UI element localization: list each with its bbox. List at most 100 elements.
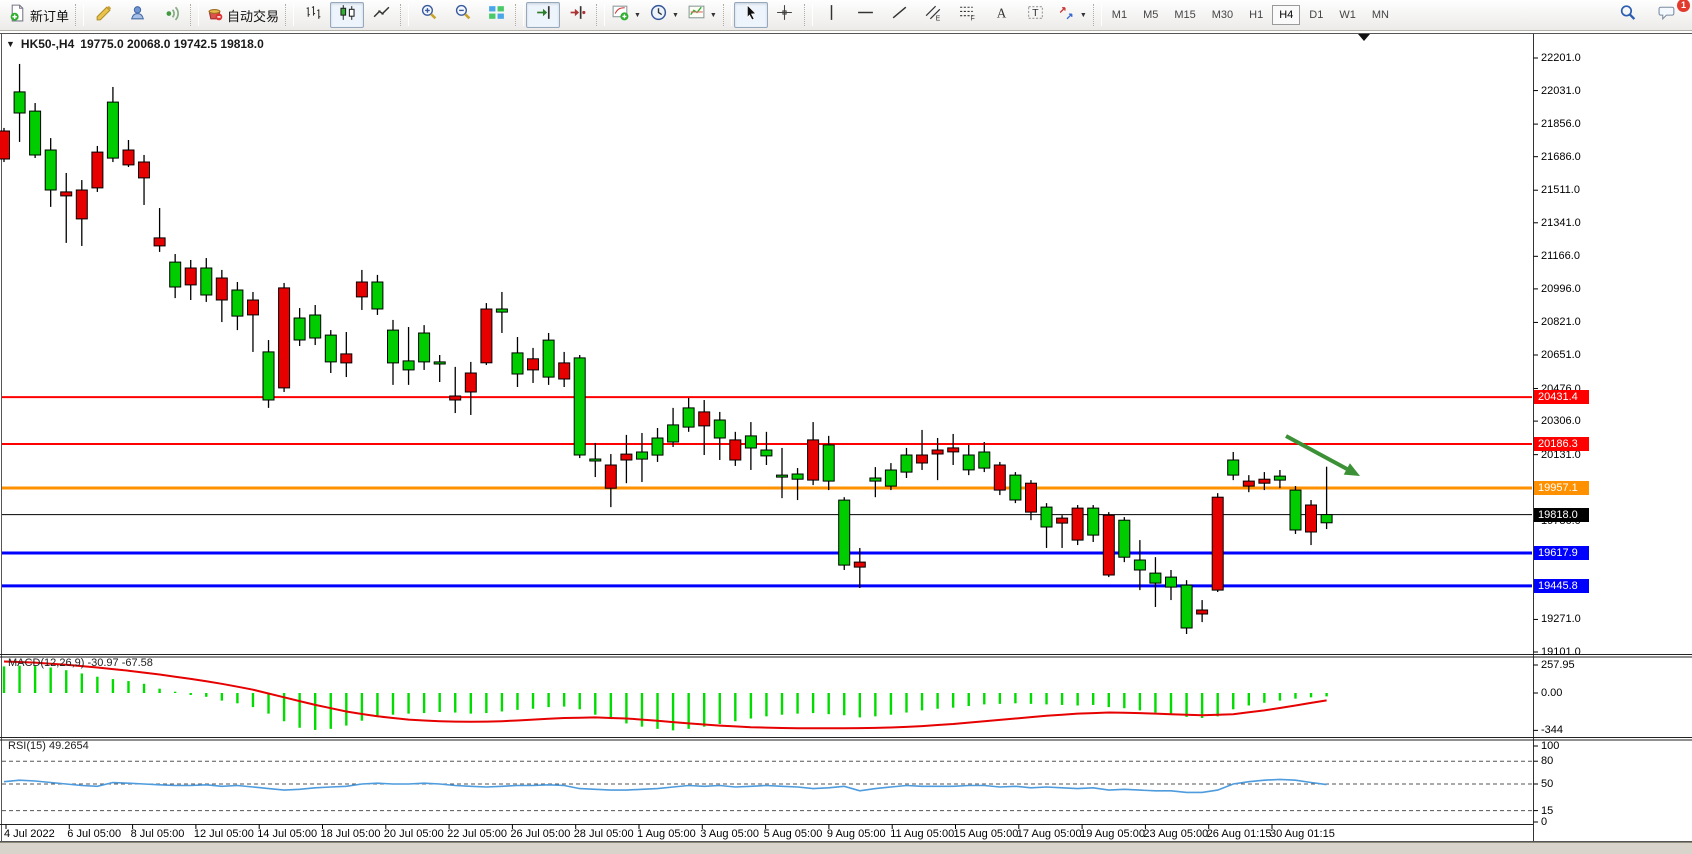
vertical-line-button[interactable] — [815, 2, 849, 28]
price-axis-tick: 20821.0 — [1541, 316, 1581, 329]
horizontal-line-icon — [856, 3, 875, 27]
indicators-icon — [611, 3, 630, 27]
toolbar-separator — [1092, 4, 1102, 26]
tile-windows-icon — [487, 3, 506, 27]
chart-bars-button[interactable] — [296, 2, 330, 28]
trendline-button[interactable] — [883, 2, 917, 28]
price-axis-tick: 20131.0 — [1541, 448, 1581, 461]
vertical-line-icon — [822, 3, 841, 27]
equidistant-channel-button[interactable]: E — [917, 2, 951, 28]
time-axis-label: 1 Aug 05:00 — [637, 828, 696, 840]
price-axis-tick: 20996.0 — [1541, 282, 1581, 295]
macd-axis-tick: -344 — [1541, 724, 1564, 737]
new-order-button[interactable]: 新订单 — [4, 2, 73, 28]
toolbar-separator — [400, 4, 410, 26]
cursor-icon — [741, 3, 760, 27]
fibonacci-button[interactable]: F — [951, 2, 985, 28]
horizontal-line-button[interactable] — [849, 2, 883, 28]
timeframe-mn-button[interactable]: MN — [1371, 9, 1389, 21]
cursor-button[interactable] — [733, 2, 768, 28]
price-axis-tick: 19101.0 — [1541, 646, 1581, 658]
chart-shift-button[interactable] — [560, 2, 594, 28]
time-axis-label: 26 Jul 05:00 — [510, 828, 571, 840]
macd-indicator-label: MACD(12,26,9) -30.97 -67.58 — [8, 657, 153, 669]
profile-icon — [128, 3, 147, 27]
zoom-out-button[interactable] — [445, 2, 479, 28]
indicators-button[interactable]: ▼ — [607, 2, 645, 28]
crosshair-button[interactable] — [768, 2, 802, 28]
time-axis-label: 17 Aug 05:00 — [1016, 828, 1082, 840]
zoom-in-icon — [419, 3, 438, 27]
zoom-in-button[interactable] — [411, 2, 445, 28]
text-label-button[interactable]: T — [1019, 2, 1053, 28]
price-axis-tick: 21511.0 — [1541, 184, 1580, 197]
price-level-badge: 19445.8 — [1534, 578, 1589, 593]
search-button[interactable] — [1610, 2, 1644, 28]
chart-ohlc-values: 19775.0 20068.0 19742.5 19818.0 — [80, 37, 264, 51]
templates-button[interactable]: ▼ — [683, 2, 721, 28]
chart-canvas[interactable] — [2, 34, 1532, 654]
time-axis-label: 22 Jul 05:00 — [447, 828, 508, 840]
rsi-axis-tick: 0 — [1541, 816, 1548, 828]
time-axis-label: 19 Aug 05:00 — [1080, 828, 1145, 840]
text-icon: A — [992, 3, 1011, 27]
toolbar-separator — [722, 4, 732, 26]
timeframe-m30-button[interactable]: M30 — [1211, 9, 1234, 21]
price-axis-tick: 20651.0 — [1541, 349, 1581, 361]
time-axis-label: 5 Aug 05:00 — [763, 828, 823, 840]
chart-title: ▼ HK50-,H4 19775.0 20068.0 19742.5 19818… — [6, 37, 264, 51]
auto-scroll-button[interactable] — [526, 2, 561, 28]
arrows-button[interactable]: ▼ — [1053, 2, 1091, 28]
chat-button[interactable] — [1650, 2, 1684, 28]
toolbar-separator — [285, 4, 295, 26]
new-order-icon — [8, 3, 27, 27]
chart-line-button[interactable] — [364, 2, 398, 28]
zoom-out-icon — [453, 3, 472, 27]
arrows-dropdown-caret[interactable]: ▼ — [1079, 11, 1087, 19]
arrows-icon — [1057, 3, 1076, 27]
macd-axis-tick: 0.00 — [1541, 687, 1563, 699]
price-level-badge: 19617.9 — [1534, 545, 1589, 560]
periods-dropdown-caret[interactable]: ▼ — [671, 11, 679, 19]
price-axis-tick: 21856.0 — [1541, 118, 1581, 131]
chart-line-icon — [372, 3, 391, 27]
timeframe-h4-button[interactable]: H4 — [1272, 5, 1301, 25]
periods-button[interactable]: ▼ — [645, 2, 683, 28]
toolbar-separator — [596, 4, 606, 26]
broadcast-button[interactable] — [154, 2, 188, 28]
time-axis-label: 20 Jul 05:00 — [383, 828, 444, 840]
price-axis-tick: 22201.0 — [1541, 52, 1581, 64]
periods-icon — [649, 3, 668, 27]
price-level-badge: 19818.0 — [1534, 507, 1589, 522]
auto-scroll-icon — [534, 3, 553, 27]
price-axis-tick: 20306.0 — [1541, 415, 1581, 428]
timeframe-d1-button[interactable]: D1 — [1309, 9, 1324, 21]
time-axis-label: 23 Aug 05:00 — [1143, 828, 1209, 840]
svg-text:A: A — [997, 5, 1007, 20]
chart-candles-button[interactable] — [330, 2, 365, 28]
templates-dropdown-caret[interactable]: ▼ — [709, 11, 717, 19]
time-axis-label: 4 Jul 2022 — [4, 828, 55, 840]
time-axis-label: 15 Aug 05:00 — [953, 828, 1019, 840]
macd-axis-tick: 257.95 — [1541, 658, 1575, 671]
timeframe-m5-button[interactable]: M5 — [1143, 9, 1159, 21]
auto-trading-button[interactable]: 自动交易 — [201, 2, 283, 28]
text-label-icon: T — [1026, 3, 1045, 27]
indicators-dropdown-caret[interactable]: ▼ — [634, 11, 641, 19]
price-level-badge: 20186.3 — [1534, 437, 1589, 452]
tile-windows-button[interactable] — [479, 2, 513, 28]
new-order-label: 新订单 — [30, 8, 70, 24]
rsi-axis-tick: 80 — [1541, 755, 1554, 768]
crayon-button[interactable] — [86, 2, 120, 28]
timeframe-w1-button[interactable]: W1 — [1339, 9, 1356, 21]
profile-button[interactable] — [120, 2, 154, 28]
timeframe-h1-button[interactable]: H1 — [1249, 9, 1264, 21]
rsi-axis-tick: 100 — [1541, 740, 1560, 752]
timeframe-m15-button[interactable]: M15 — [1174, 9, 1196, 21]
chart-collapse-icon[interactable]: ▼ — [6, 39, 15, 49]
time-axis-label: 3 Aug 05:00 — [700, 828, 760, 840]
text-button[interactable]: A — [985, 2, 1019, 28]
timeframe-m1-button[interactable]: M1 — [1111, 9, 1128, 21]
time-axis-label: 30 Aug 01:15 — [1270, 828, 1335, 840]
rsi-axis-tick: 15 — [1541, 804, 1554, 817]
